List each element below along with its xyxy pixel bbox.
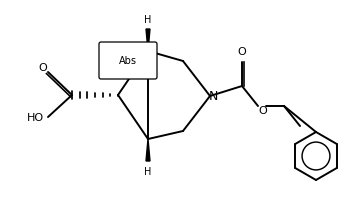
Text: H: H [144,166,152,176]
FancyBboxPatch shape [99,43,157,80]
Polygon shape [146,30,150,52]
Polygon shape [146,139,150,161]
Text: O: O [237,47,246,57]
Text: O: O [258,105,267,115]
Text: N: N [208,90,218,103]
Text: HO: HO [26,112,43,122]
Text: H: H [144,15,152,25]
Text: Abs: Abs [119,56,137,66]
Text: O: O [38,63,47,73]
